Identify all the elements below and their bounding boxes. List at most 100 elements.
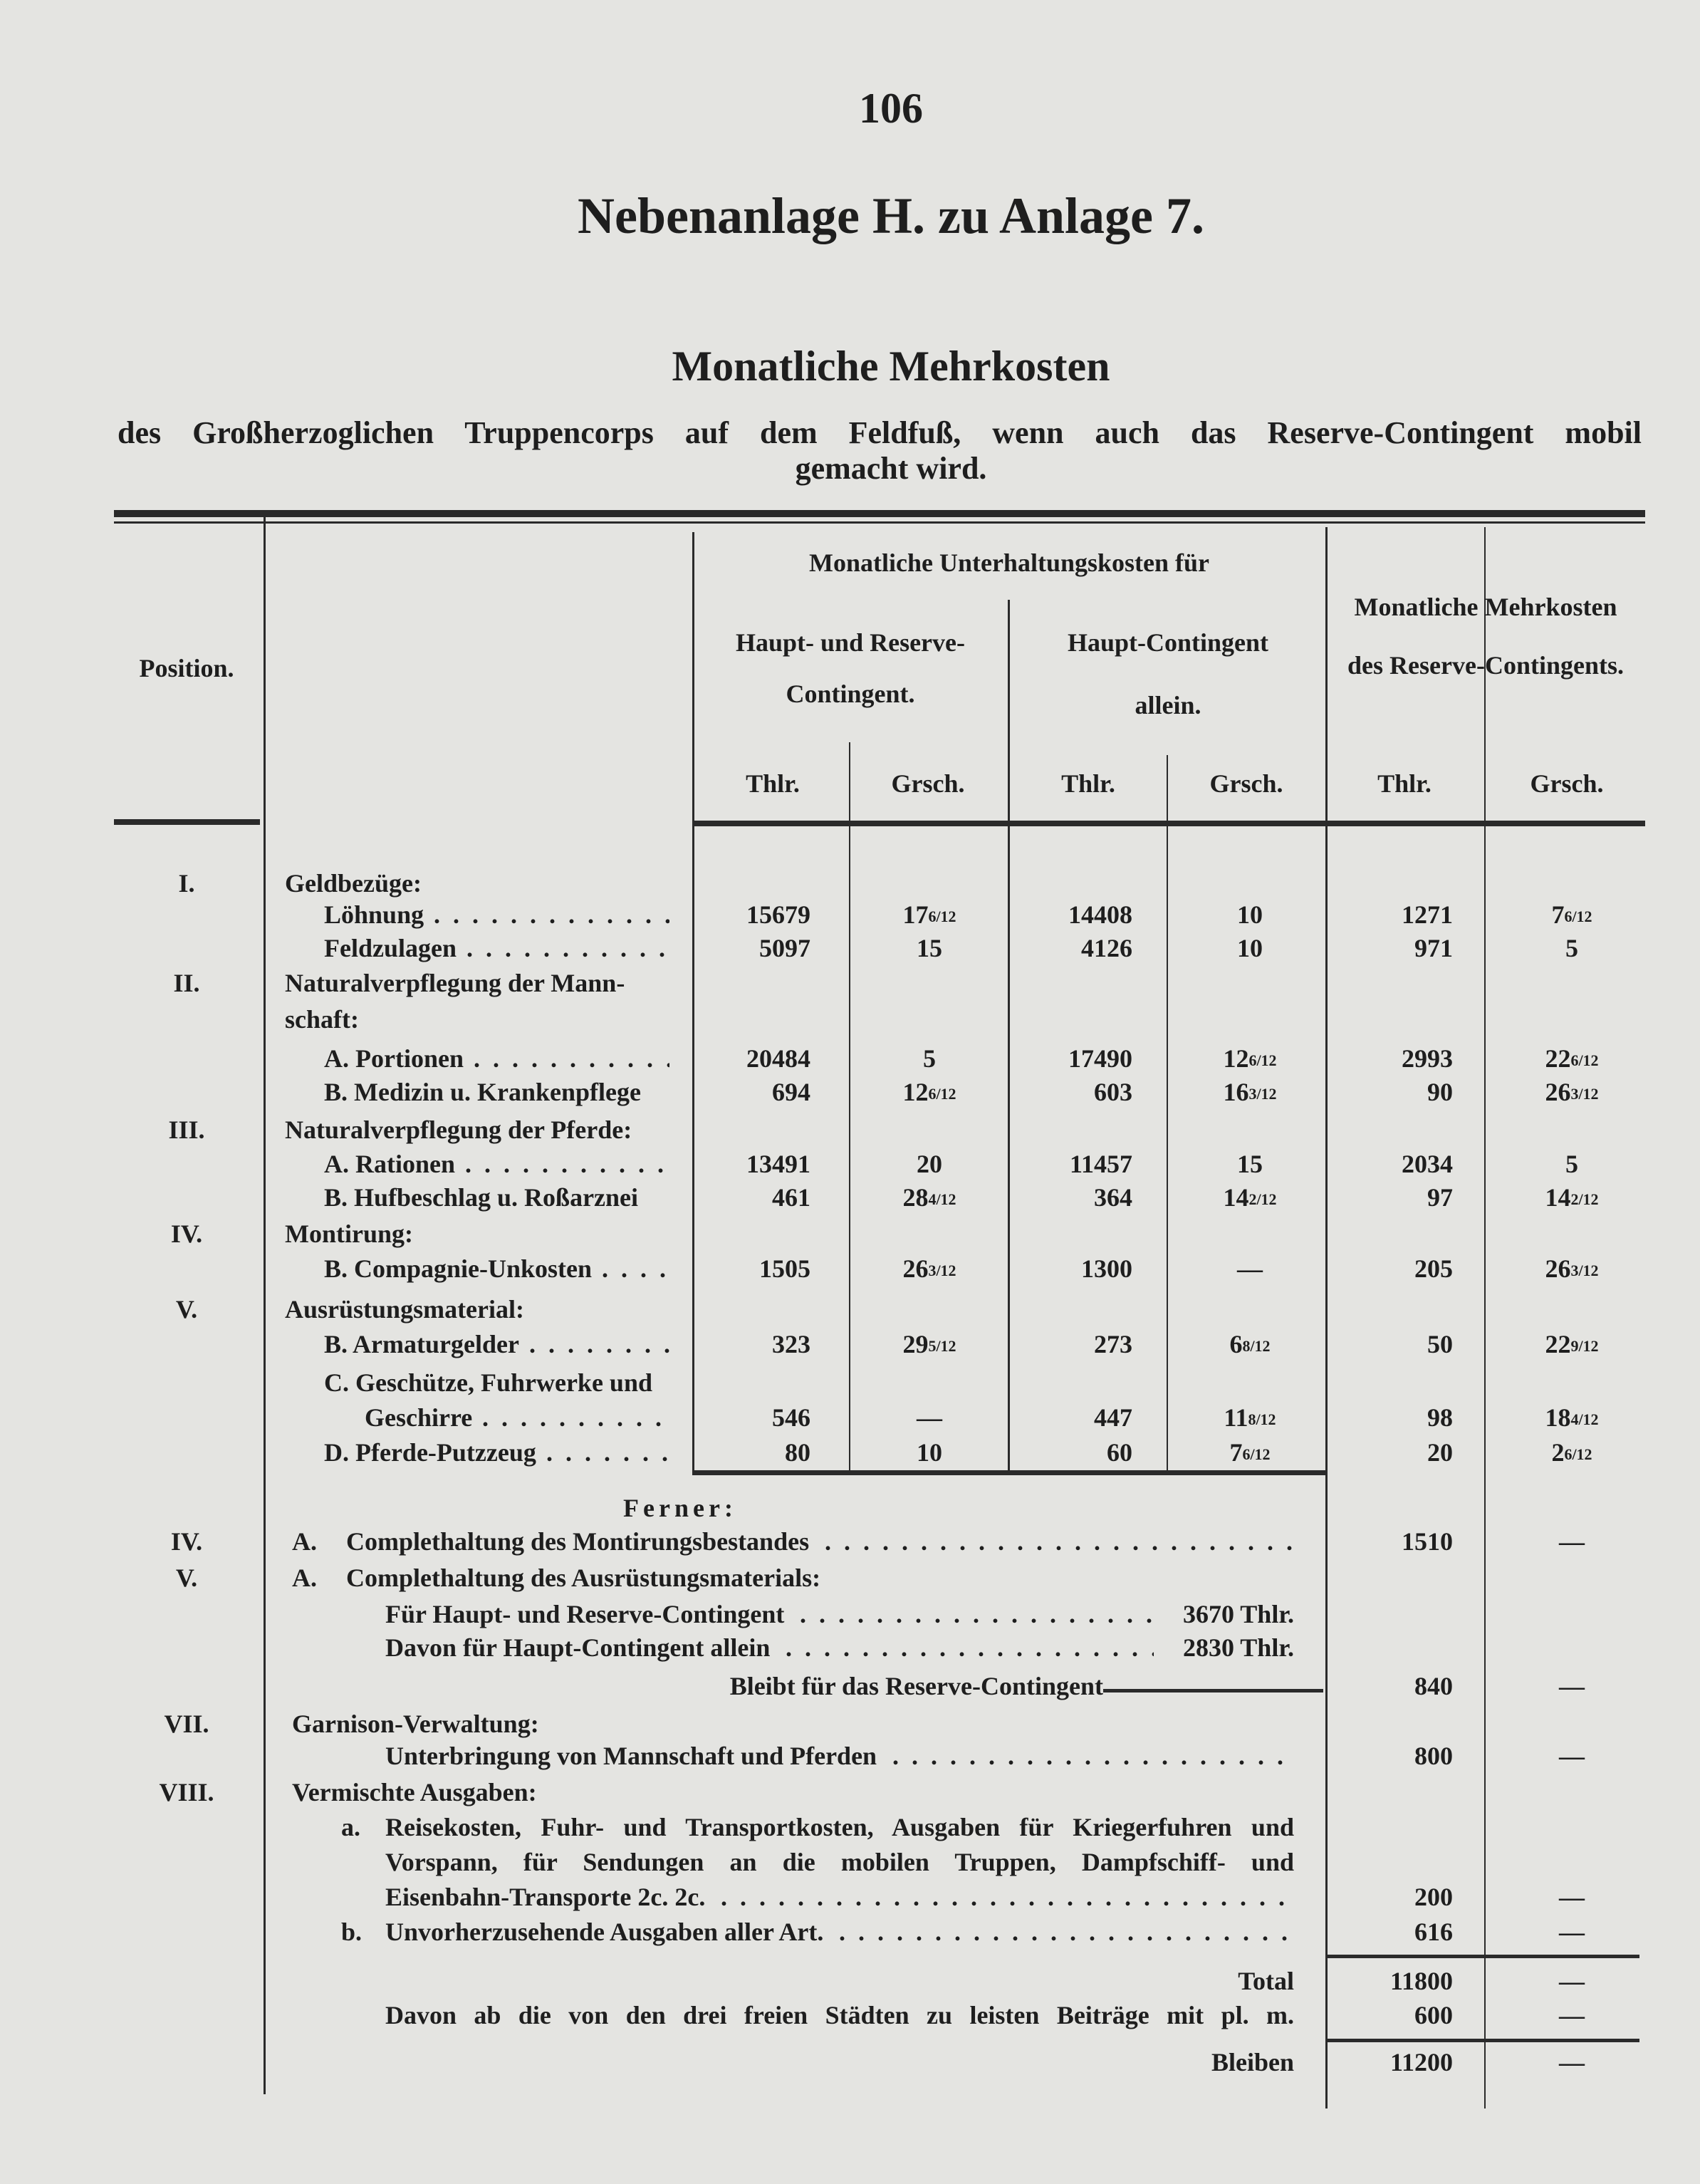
item-letter: a.	[341, 1813, 360, 1841]
r-grsch-value: —	[1559, 1527, 1585, 1556]
dot-leader: ...............	[465, 1150, 669, 1178]
item-text: Garnison-Verwaltung:	[292, 1710, 539, 1738]
hr-thlr-value: 20484	[746, 1044, 810, 1073]
dot-leader: ........................................…	[721, 1883, 1294, 1911]
header-hr-thlr: Thlr.	[746, 769, 800, 798]
hr-thlr-value: 461	[772, 1183, 810, 1212]
top-rule-thin	[114, 521, 1645, 524]
r-grsch-value: 26/12	[1551, 1438, 1592, 1467]
dot-leader: ...............	[466, 934, 669, 962]
dot-leader: ........................................…	[892, 1742, 1294, 1770]
hr-thlr-value: 1505	[759, 1254, 810, 1283]
r-grsch-value: 5	[1565, 934, 1578, 962]
h-grsch-rule	[1167, 755, 1168, 1470]
item-text: Vorspann, für Sendungen an die mobilen T…	[385, 1848, 1294, 1876]
r-grsch-value: 226/12	[1545, 1044, 1599, 1073]
hr-grsch-value: 176/12	[902, 900, 956, 929]
inner-amount: 2830 Thlr.	[1182, 1633, 1294, 1662]
hr-grsch-value: 5	[923, 1044, 936, 1073]
h-grsch-value: 76/12	[1229, 1438, 1271, 1467]
r-thlr-value: 50	[1427, 1330, 1453, 1358]
table-bottom-rule	[692, 1470, 1326, 1475]
r-thlr-value: 616	[1414, 1918, 1453, 1946]
r-grsch-value: 184/12	[1545, 1403, 1599, 1432]
hr-grsch-value: 15	[917, 934, 942, 962]
r-thlr-value: 800	[1414, 1742, 1453, 1770]
reserve-grsch-rule	[1484, 527, 1486, 2108]
r-grsch-value: —	[1559, 1967, 1585, 1995]
r-thlr-value: 20	[1427, 1438, 1453, 1467]
position-number: I.	[178, 869, 195, 898]
dot-leader: ........................................…	[839, 1918, 1294, 1946]
header-h-thlr: Thlr.	[1061, 769, 1115, 798]
row-label: B. Hufbeschlag u. Roßarznei	[324, 1183, 639, 1212]
h-grsch-value: 15	[1237, 1150, 1263, 1178]
row-label: D. Pferde-Putzzeug	[324, 1438, 536, 1467]
item-text: Unvorherzusehende Ausgaben aller Art.	[385, 1918, 824, 1946]
hr-thlr-value: 13491	[746, 1150, 810, 1178]
row-label: Geldbezüge:	[285, 869, 422, 898]
row-label: A. Rationen	[324, 1150, 456, 1178]
h-thlr-value: 4126	[1081, 934, 1132, 962]
position-column-rule	[264, 513, 266, 2094]
row-label: B. Compagnie-Unkosten	[324, 1254, 593, 1283]
row-label: schaft:	[285, 1005, 359, 1034]
hr-grsch-value: 284/12	[902, 1183, 956, 1212]
hr-thlr-value: 546	[772, 1403, 810, 1432]
row-label: Naturalverpflegung der Mann-	[285, 969, 625, 997]
hr-thlr-value: 5097	[759, 934, 810, 962]
r-grsch-value: —	[1559, 1672, 1585, 1700]
row-label: B. Armaturgelder	[324, 1330, 519, 1358]
dot-leader: ........................................…	[800, 1600, 1154, 1628]
h-thlr-value: 447	[1094, 1403, 1132, 1432]
hr-thlr-value: 694	[772, 1078, 810, 1106]
dot-leader: ...............	[602, 1254, 669, 1283]
r-thlr-value: 200	[1414, 1883, 1453, 1911]
header-position: Position.	[139, 654, 234, 682]
r-thlr-value: 97	[1427, 1183, 1453, 1212]
r-thlr-value: 2993	[1402, 1044, 1453, 1073]
h-thlr-value: 364	[1094, 1183, 1132, 1212]
r-thlr-value: 840	[1414, 1672, 1453, 1700]
header-group: Monatliche Unterhaltungskosten für	[808, 548, 1210, 577]
item-text: Vermischte Ausgaben:	[292, 1778, 537, 1806]
row-label: Naturalverpflegung der Pferde:	[285, 1116, 632, 1144]
item-text: Eisenbahn-Transporte 2c. 2c.	[385, 1883, 706, 1911]
row-label: A. Portionen	[324, 1044, 464, 1073]
dot-leader: ...............	[529, 1330, 669, 1358]
r-grsch-value: 142/12	[1545, 1183, 1599, 1212]
r-grsch-value: 229/12	[1545, 1330, 1599, 1358]
r-thlr-value: 90	[1427, 1078, 1453, 1106]
row-label: Ausrüstungsmaterial:	[285, 1295, 525, 1324]
hr-thlr-value: 80	[785, 1438, 810, 1467]
item-text: Reisekosten, Fuhr- und Transportkosten, …	[385, 1813, 1294, 1841]
header-bottom-rule	[692, 821, 1645, 826]
hr-grsch-value: 263/12	[902, 1254, 956, 1283]
position-number: II.	[173, 969, 200, 997]
dot-leader: ...............	[474, 1044, 669, 1073]
h-thlr-value: 14408	[1068, 900, 1132, 929]
r-thlr-value: 2034	[1402, 1150, 1453, 1178]
item-text: Für Haupt- und Reserve-Contingent	[385, 1600, 785, 1628]
table-left-rule	[692, 532, 694, 1472]
row-label: C. Geschütze, Fuhrwerke und	[324, 1368, 652, 1397]
item-letter: A.	[292, 1564, 317, 1592]
inner-amount: 3670 Thlr.	[1182, 1600, 1294, 1628]
h-thlr-value: 11457	[1069, 1150, 1132, 1178]
total-rule	[1326, 1955, 1639, 1958]
h-grsch-value: 68/12	[1229, 1330, 1271, 1358]
h-grsch-value: 126/12	[1223, 1044, 1277, 1073]
header-r-thlr: Thlr.	[1377, 769, 1432, 798]
r-thlr-value: 1271	[1402, 900, 1453, 929]
h-thlr-value: 273	[1094, 1330, 1132, 1358]
item-text: Complethaltung des Montirungsbestandes	[346, 1527, 810, 1556]
h-grsch-value: 142/12	[1223, 1183, 1277, 1212]
dot-leader: ........................................…	[786, 1633, 1154, 1662]
position-header-rule	[114, 819, 260, 825]
hr-grsch-value: 295/12	[902, 1330, 956, 1358]
dot-leader: ...............	[434, 900, 669, 929]
position-number: V.	[175, 1564, 198, 1592]
summary-label: Total	[1238, 1967, 1294, 1995]
h-grsch-value: —	[1237, 1254, 1263, 1283]
page-number: 106	[859, 85, 923, 132]
